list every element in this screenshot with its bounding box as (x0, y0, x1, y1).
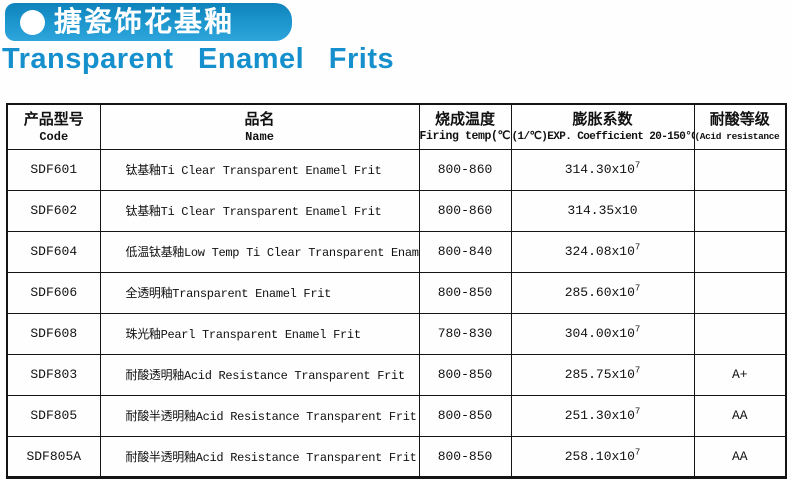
cell-code: SDF805A (6, 435, 101, 478)
cell-exp-coefficient: 304.00x107 (510, 312, 695, 355)
cell-name: 钛基釉Ti Clear Transparent Enamel Frit (99, 189, 420, 232)
cell-exp-coefficient: 285.60x107 (510, 271, 695, 314)
cell-acid-grade: AA (693, 435, 787, 478)
cell-firing-temp: 800-850 (418, 394, 512, 437)
cell-firing-temp: 800-850 (418, 435, 512, 478)
cell-code: SDF601 (6, 148, 101, 191)
cell-name: 耐酸半透明釉Acid Resistance Transparent Frit (99, 435, 420, 478)
table-row: SDF608 珠光釉Pearl Transparent Enamel Frit … (6, 312, 787, 355)
col-header-exp-coefficient: 膨胀系数 (1/℃)EXP. Coefficient 20-150°C (510, 103, 695, 150)
col-header-acid-grade: 耐酸等级 (Acid resistance grade (693, 103, 787, 150)
col-header-name: 品名 Name (99, 103, 420, 150)
cell-code: SDF606 (6, 271, 101, 314)
cell-exp-coefficient: 314.30x107 (510, 148, 695, 191)
cell-firing-temp: 800-860 (418, 148, 512, 191)
table-row: SDF602 钛基釉Ti Clear Transparent Enamel Fr… (6, 189, 787, 232)
cell-name: 珠光釉Pearl Transparent Enamel Frit (99, 312, 420, 355)
col-header-firing-temp-en: Firing temp(℃) (419, 129, 511, 143)
cell-acid-grade (693, 189, 787, 232)
col-header-name-zh: 品名 (244, 109, 275, 128)
cell-firing-temp: 800-860 (418, 189, 512, 232)
cell-firing-temp: 800-850 (418, 353, 512, 396)
cell-firing-temp: 780-830 (418, 312, 512, 355)
table-row: SDF805 耐酸半透明釉Acid Resistance Transparent… (6, 394, 787, 437)
cell-acid-grade (693, 271, 787, 314)
cell-acid-grade: AA (693, 394, 787, 437)
col-header-firing-temp-zh: 烧成温度 (434, 109, 495, 128)
cell-name: 低温钛基釉Low Temp Ti Clear Transparent Ename… (99, 230, 420, 273)
col-header-name-en: Name (245, 129, 274, 144)
bullet-circle-icon (20, 9, 45, 35)
col-header-acid-grade-zh: 耐酸等级 (709, 109, 770, 128)
cell-name: 耐酸半透明釉Acid Resistance Transparent Frit (99, 394, 420, 437)
cell-name: 全透明釉Transparent Enamel Frit (99, 271, 420, 314)
col-header-code-en: Code (39, 129, 69, 144)
cell-name: 钛基釉Ti Clear Transparent Enamel Frit (99, 148, 420, 191)
table-row: SDF601 钛基釉Ti Clear Transparent Enamel Fr… (6, 148, 787, 191)
cell-exp-coefficient: 314.35x10 (510, 189, 695, 232)
cell-code: SDF602 (6, 189, 101, 232)
table-row: SDF803 耐酸透明釉Acid Resistance Transparent … (6, 353, 787, 396)
col-header-acid-grade-en: (Acid resistance grade (694, 130, 785, 142)
cell-name: 耐酸透明釉Acid Resistance Transparent Frit (99, 353, 420, 396)
cell-code: SDF608 (6, 312, 101, 355)
cell-acid-grade (693, 148, 787, 191)
table-row: SDF606 全透明釉Transparent Enamel Frit 800-8… (6, 271, 787, 314)
cell-exp-coefficient: 258.10x107 (510, 435, 695, 478)
cell-acid-grade (693, 312, 787, 355)
section-title-en: Transparent Enamel Frits (2, 43, 395, 75)
col-header-code-zh: 产品型号 (23, 109, 84, 128)
section-banner: 搪瓷饰花基釉 (5, 3, 292, 41)
cell-exp-coefficient: 285.75x107 (510, 353, 695, 396)
table-header-row: 产品型号 Code 品名 Name 烧成温度 Firing temp(℃) 膨胀… (6, 103, 787, 150)
col-header-firing-temp: 烧成温度 Firing temp(℃) (418, 103, 512, 150)
products-table: 产品型号 Code 品名 Name 烧成温度 Firing temp(℃) 膨胀… (6, 103, 787, 479)
table-row: SDF805A 耐酸半透明釉Acid Resistance Transparen… (6, 435, 787, 478)
col-header-exp-coefficient-zh: 膨胀系数 (572, 109, 633, 128)
cell-exp-coefficient: 251.30x107 (510, 394, 695, 437)
section-title-zh: 搪瓷饰花基釉 (54, 5, 235, 38)
cell-code: SDF805 (6, 394, 101, 437)
cell-code: SDF803 (6, 353, 101, 396)
cell-exp-coefficient: 324.08x107 (510, 230, 695, 273)
table-row: SDF604 低温钛基釉Low Temp Ti Clear Transparen… (6, 230, 787, 273)
cell-firing-temp: 800-840 (418, 230, 512, 273)
cell-code: SDF604 (6, 230, 101, 273)
col-header-code: 产品型号 Code (6, 103, 101, 150)
cell-acid-grade (693, 230, 787, 273)
col-header-exp-coefficient-en: (1/℃)EXP. Coefficient 20-150°C (511, 130, 694, 143)
cell-acid-grade: A+ (693, 353, 787, 396)
cell-firing-temp: 800-850 (418, 271, 512, 314)
